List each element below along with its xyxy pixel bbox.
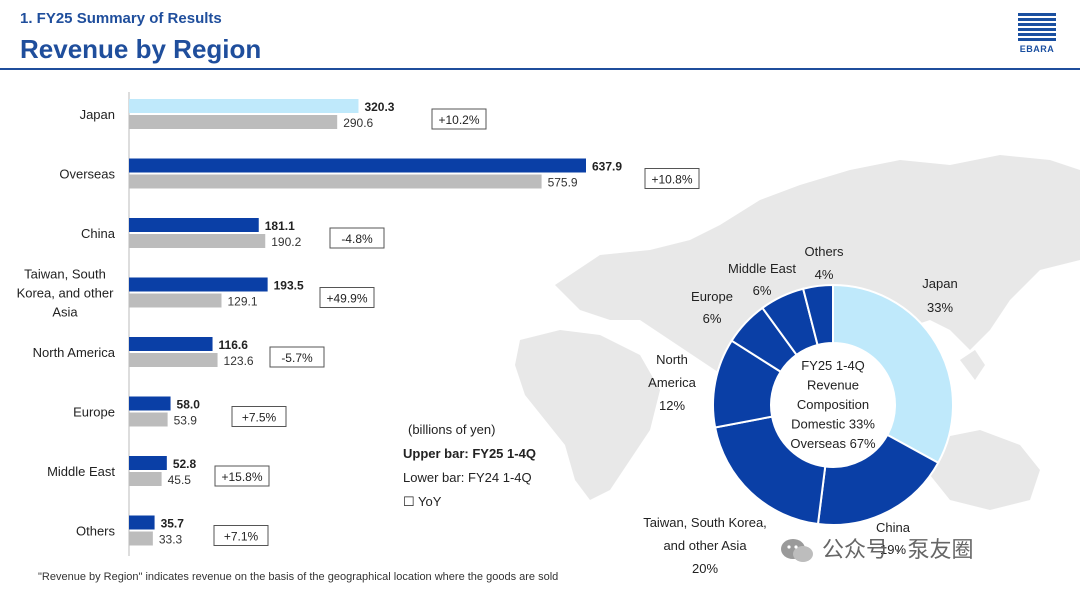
bar-fy24-2 xyxy=(129,234,266,248)
donut-center-text: FY25 1-4Q Revenue Composition Domestic 33% O… xyxy=(790,358,876,451)
bar-fy25-5 xyxy=(129,396,171,411)
ebara-logo: EBARA xyxy=(1018,13,1056,55)
yoy-box-2 xyxy=(329,227,385,249)
value-label-fy25-4: 116.6 xyxy=(219,338,249,352)
donut-label-5: Middle East 6% xyxy=(728,261,796,298)
yoy-box-0 xyxy=(431,108,487,130)
donut-label-1: China 19% xyxy=(876,520,911,557)
value-label-fy25-2: 181.1 xyxy=(265,219,295,233)
yoy-label-4: -5.7% xyxy=(281,351,313,365)
legend-upper-bar: Upper bar: FY25 1-4Q xyxy=(403,446,536,461)
bar-fy24-6 xyxy=(129,472,162,486)
yoy-box-3 xyxy=(319,287,375,308)
yoy-box-1 xyxy=(644,168,700,189)
yoy-box-6 xyxy=(214,465,270,487)
value-label-fy24-3: 129.1 xyxy=(227,295,257,309)
bar-fy24-4 xyxy=(129,353,218,367)
donut-hole xyxy=(772,344,894,466)
value-label-fy24-0: 290.6 xyxy=(343,116,373,130)
bar-fy24-7 xyxy=(129,531,153,546)
watermark: 公众号 · 泵友圈 xyxy=(780,532,974,564)
yoy-label-7: +7.1% xyxy=(224,530,259,544)
donut-slice-0 xyxy=(832,283,954,465)
yoy-box-4 xyxy=(269,346,325,368)
watermark-text: 公众号 · 泵友圈 xyxy=(822,537,974,562)
bar-fy25-7 xyxy=(129,515,155,530)
bar-fy25-1 xyxy=(129,158,586,173)
value-label-fy24-1: 575.9 xyxy=(548,176,578,190)
value-label-fy24-6: 45.5 xyxy=(168,473,192,487)
category-label-4: North America xyxy=(33,345,116,360)
yoy-label-0: +10.2% xyxy=(438,113,479,127)
category-label-2: China xyxy=(81,226,116,241)
value-label-fy25-0: 320.3 xyxy=(364,100,394,114)
donut-label-3: North America 12% xyxy=(648,352,696,413)
bar-fy24-1 xyxy=(129,174,542,189)
bar-fy25-6 xyxy=(129,456,167,470)
donut-slice-2 xyxy=(713,415,827,526)
donut-label-0: Japan 33% xyxy=(922,276,957,315)
wechat-icon xyxy=(781,539,813,563)
legend-lower-bar: Lower bar: FY24 1-4Q xyxy=(403,470,532,485)
bar-fy24-0 xyxy=(129,115,338,129)
bar-fy25-2 xyxy=(129,218,259,232)
category-label-3: Taiwan, South Korea, and other Asia xyxy=(17,267,115,320)
bar-fy25-4 xyxy=(129,337,213,351)
category-label-5: Europe xyxy=(73,405,115,420)
section-label: 1. FY25 Summary of Results xyxy=(20,10,222,27)
donut-label-6: Others 4% xyxy=(804,244,844,282)
page-title: Revenue by Region xyxy=(20,34,262,64)
yoy-label-3: +49.9% xyxy=(326,292,367,306)
yoy-box-5 xyxy=(231,406,287,427)
value-label-fy25-5: 58.0 xyxy=(177,398,201,412)
yoy-label-6: +15.8% xyxy=(221,470,262,484)
value-label-fy25-7: 35.7 xyxy=(161,517,185,531)
legend-unit: (billions of yen) xyxy=(408,422,496,437)
value-label-fy25-3: 193.5 xyxy=(274,279,304,293)
donut-slice-6 xyxy=(801,283,834,347)
yoy-box-7 xyxy=(213,525,269,546)
slide-header: 1. FY25 Summary of Results Revenue by Re… xyxy=(0,0,1080,70)
legend-yoy: ☐ YoY xyxy=(403,494,442,509)
value-label-fy25-1: 637.9 xyxy=(592,160,622,174)
value-label-fy24-5: 53.9 xyxy=(174,414,198,428)
revenue-bar-chart: 320.3 290.6 Japan +10.2% 637.9 575.9 Overseas +… xyxy=(17,92,700,556)
category-label-1: Overseas xyxy=(59,167,115,182)
category-label-7: Others xyxy=(76,524,116,539)
yoy-label-5: +7.5% xyxy=(242,411,277,425)
bar-fy24-3 xyxy=(129,293,222,308)
value-label-fy24-7: 33.3 xyxy=(159,533,183,547)
bar-fy24-5 xyxy=(129,412,168,427)
donut-label-4: Europe 6% xyxy=(691,289,733,326)
bar-fy25-0 xyxy=(129,99,359,113)
category-label-6: Middle East xyxy=(47,464,115,479)
value-label-fy24-2: 190.2 xyxy=(271,235,301,249)
footnote: "Revenue by Region" indicates revenue on… xyxy=(38,571,559,583)
bar-fy25-3 xyxy=(129,277,268,292)
value-label-fy24-4: 123.6 xyxy=(224,354,254,368)
yoy-label-2: -4.8% xyxy=(341,232,373,246)
donut-label-2: Taiwan, South Korea, and other Asia 20% xyxy=(643,515,767,576)
header-divider xyxy=(0,68,1080,70)
yoy-label-1: +10.8% xyxy=(651,173,692,187)
logo-text: EBARA xyxy=(1019,44,1055,54)
category-label-0: Japan xyxy=(80,107,115,122)
value-label-fy25-6: 52.8 xyxy=(173,457,197,471)
